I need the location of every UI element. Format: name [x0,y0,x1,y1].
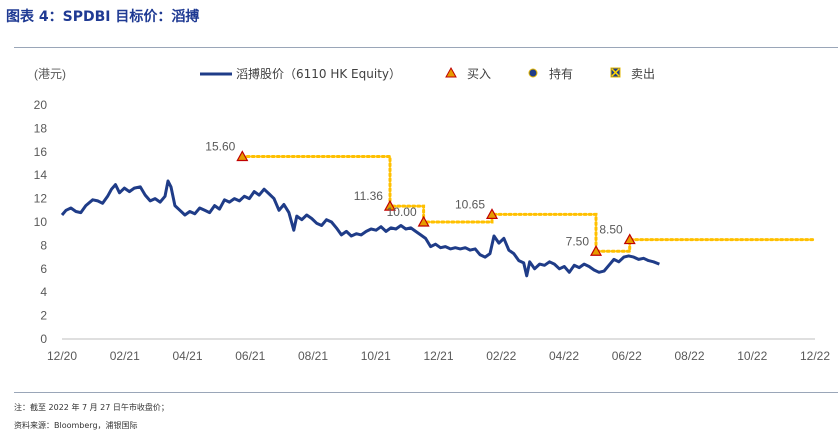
x-tick-label: 10/22 [737,349,767,363]
y-axis: 0 2 4 6 8 10 12 14 16 18 20 [34,98,48,346]
x-tick-label: 12/21 [423,349,453,363]
legend-sell-label: 卖出 [631,67,655,81]
target-price-labels: 15.60 11.36 10.00 10.65 7.50 8.50 [205,139,623,248]
y-tick-label: 6 [40,262,47,276]
price-target-chart: (港元) 滔搏股价（6110 HK Equity） 买入 持有 卖出 0 2 4 6 8… [34,66,831,363]
legend-hold-label: 持有 [549,66,573,81]
buy-marker [485,208,499,219]
top-divider [14,47,838,48]
target-price-label: 8.50 [599,223,623,237]
target-price-line [240,155,817,253]
buy-marker [590,245,603,256]
y-tick-label: 14 [34,168,48,182]
price-series [60,179,660,278]
bottom-divider [14,392,838,393]
footnote: 注：截至 2022 年 7 月 27 日午市收盘价； [14,403,169,412]
x-tick-label: 02/21 [110,349,140,363]
x-tick-label: 10/21 [361,349,391,363]
chart-title: 图表 4：SPDBI 目标价：滔搏 [6,9,200,25]
x-tick-label: 02/22 [486,349,516,363]
x-tick-label: 08/22 [674,349,704,363]
y-unit-label: (港元) [34,67,66,81]
legend-hold-marker [528,68,538,78]
x-tick-label: 08/21 [298,349,328,363]
y-tick-label: 0 [40,332,47,346]
y-tick-label: 10 [34,215,48,229]
price-line [60,179,660,278]
x-tick-label: 06/22 [612,349,642,363]
x-axis: 12/20 02/21 04/21 06/21 08/21 10/21 12/21 02/22… [47,338,830,363]
buy-marker [383,199,396,211]
target-price-series [240,155,817,253]
target-price-label: 15.60 [205,139,235,153]
y-tick-label: 16 [34,145,48,159]
y-tick-label: 20 [34,98,48,112]
buy-marker [417,215,430,227]
legend-price-label: 滔搏股价（6110 HK Equity） [236,67,401,81]
x-tick-label: 12/22 [800,349,830,363]
x-tick-label: 12/20 [47,349,77,363]
x-tick-label: 06/21 [235,349,265,363]
y-tick-label: 12 [34,192,48,206]
target-price-label: 10.65 [455,197,485,211]
rating-markers [236,150,636,256]
legend-sell-cross-b [611,68,620,77]
buy-marker [623,233,636,245]
target-price-label: 7.50 [566,234,590,248]
source-note: 资料来源：Bloomberg，浦银国际 [14,421,138,430]
legend: 滔搏股价（6110 HK Equity） 买入 持有 卖出 [200,66,655,81]
x-tick-label: 04/22 [549,349,579,363]
x-tick-label: 04/21 [172,349,202,363]
y-tick-label: 8 [40,238,47,252]
legend-buy-marker [445,66,457,78]
legend-buy-label: 买入 [467,67,491,81]
y-tick-label: 4 [40,285,47,299]
y-tick-label: 18 [34,121,48,135]
buy-marker [236,150,249,162]
target-price-label: 10.00 [387,205,417,219]
target-price-label: 11.36 [354,189,383,203]
y-tick-label: 2 [40,309,47,323]
